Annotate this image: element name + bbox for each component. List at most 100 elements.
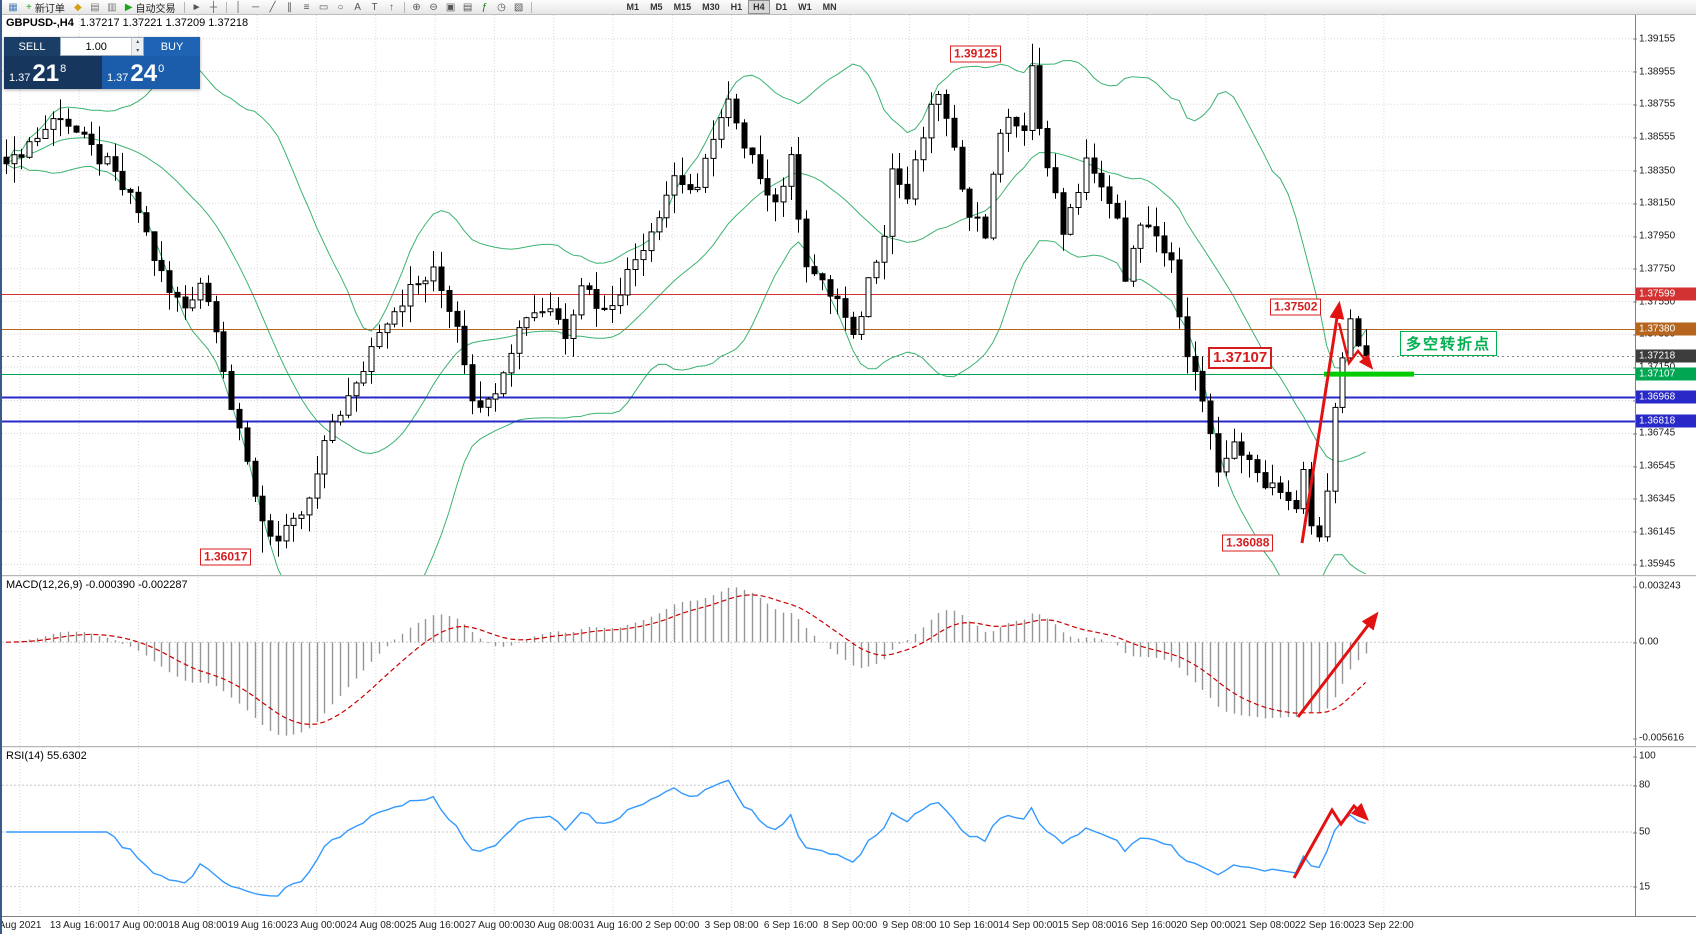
macd-label: MACD(12,26,9) -0.000390 -0.002287 — [6, 579, 188, 591]
price-callout[interactable]: 1.39125 — [950, 45, 1002, 63]
price-callout[interactable]: 1.36017 — [200, 548, 252, 566]
buy-button[interactable]: BUY — [144, 37, 200, 56]
text-tool-icon[interactable]: A — [354, 1, 361, 13]
autotrading-button-icon: ▶ — [124, 1, 133, 13]
annotation-text[interactable]: 多空转折点 — [1400, 331, 1498, 356]
time-axis-label: 31 Aug 16:00 — [583, 920, 643, 931]
price-scale-label: 1.38350 — [1632, 165, 1676, 177]
volume-spinner: ▴ ▾ — [131, 38, 143, 55]
time-axis-label: 16 Sep 16:00 — [1116, 920, 1177, 931]
ohlc-values: 1.37217 1.37221 1.37209 1.37218 — [79, 17, 249, 29]
timeframe-M15[interactable]: M15 — [673, 2, 692, 12]
vertical-line-tool-icon[interactable]: │ — [235, 1, 242, 13]
macd-pane: MACD(12,26,9) -0.000390 -0.002287 0.0032… — [2, 577, 1696, 746]
autotrading-button[interactable]: ▶ 自动交易 — [121, 1, 180, 15]
ellipse-tool-icon[interactable]: ○ — [337, 1, 344, 13]
price-scale-label: 1.37150 — [1632, 362, 1675, 373]
sell-button[interactable]: SELL — [4, 37, 60, 56]
price-callout[interactable]: 1.37107 — [1208, 347, 1273, 370]
price-scale-label: 1.38755 — [1632, 98, 1676, 110]
chart-title-ohlc: GBPUSD-,H4 1.37217 1.37221 1.37209 1.3721… — [6, 17, 248, 29]
macd-scale[interactable]: 0.003243 0.00 -0.005616 — [1632, 577, 1696, 746]
volume-decrease-button[interactable]: ▾ — [132, 46, 143, 55]
timeframe-M5[interactable]: M5 — [650, 2, 663, 12]
chart-window-icon[interactable]: ▦ — [8, 1, 18, 13]
macd-canvas[interactable] — [2, 577, 1635, 746]
timeframe-W1[interactable]: W1 — [798, 2, 812, 12]
rsi-scale-label: 50 — [1632, 826, 1651, 838]
main-toolbar: ▦ + 新订单 ◆ ▤ ▥ ▶ 自动交易 ► ┼ │ ─ ╱ ∥ ≡ ▭ ○ A T ↑ ⊕ ⊖ ▣ ▤ ƒ ◷ ▧ M1 M5 M15 M… — [2, 0, 1696, 15]
timeframe-H1[interactable]: H1 — [730, 2, 743, 12]
timeframe-H4[interactable]: H4 — [748, 0, 770, 14]
time-axis-label: 21 Sep 08:00 — [1235, 920, 1296, 931]
price-tag: 1.36968 — [1636, 390, 1696, 404]
rsi-canvas[interactable] — [2, 748, 1635, 916]
price-scale[interactable]: 1.39155 1.38955 1.38755 1.38555 1.38350 1.381… — [1632, 15, 1696, 575]
sell-price-button[interactable]: 1.37 21 8 — [4, 56, 102, 89]
rsi-scale-label: 15 — [1632, 881, 1651, 893]
buy-price-point: 0 — [158, 63, 165, 75]
macd-scale-label: 0.00 — [1632, 636, 1659, 648]
volume-input[interactable] — [61, 38, 132, 55]
label-tool-icon[interactable]: T — [371, 1, 378, 13]
rsi-scale[interactable]: 100 80 50 15 — [1632, 748, 1696, 916]
trendline-tool-icon[interactable]: ╱ — [269, 1, 276, 13]
new-order-button[interactable]: + 新订单 — [22, 1, 69, 15]
price-scale-label: 1.38555 — [1632, 131, 1676, 143]
periods-icon[interactable]: ◷ — [497, 1, 506, 13]
timeframe-MN[interactable]: MN — [822, 2, 837, 12]
tile-windows-icon[interactable]: ▣ — [445, 1, 456, 13]
time-axis[interactable]: Aug 2021 13 Aug 16:00 17 Aug 00:00 18 Aug 0… — [2, 916, 1696, 934]
price-tag: 1.36818 — [1636, 414, 1696, 428]
templates-icon[interactable]: ▧ — [513, 1, 524, 13]
price-scale-label: 1.36745 — [1632, 427, 1676, 439]
pane-separator[interactable] — [2, 575, 1696, 577]
volume-increase-button[interactable]: ▴ — [132, 38, 143, 47]
indicators-icon[interactable]: ƒ — [481, 1, 488, 13]
channel-tool-icon[interactable]: ∥ — [287, 1, 293, 13]
horizontal-line-tool-icon[interactable]: ─ — [252, 1, 260, 13]
market-watch-icon[interactable]: ▤ — [90, 1, 100, 13]
main-chart-pane: GBPUSD-,H4 1.37217 1.37221 1.37209 1.3721… — [2, 15, 1696, 575]
zoom-in-icon[interactable]: ⊕ — [412, 1, 421, 13]
timeframe-M30[interactable]: M30 — [702, 2, 720, 12]
autotrading-button-label: 自动交易 — [135, 3, 176, 15]
main-chart-canvas[interactable] — [2, 15, 1635, 575]
zoom-out-icon[interactable]: ⊖ — [429, 1, 438, 13]
timeframe-M1[interactable]: M1 — [626, 2, 640, 12]
timeframe-group: M1 M5 M15 M30 H1 H4 D1 W1 MN — [622, 0, 842, 14]
buy-price-pips: 24 — [130, 60, 158, 87]
fibonacci-tool-icon[interactable]: ≡ — [303, 1, 310, 13]
arrow-tool-icon[interactable]: ↑ — [389, 1, 395, 13]
buy-price-button[interactable]: 1.37 24 0 — [102, 56, 200, 89]
price-scale-label: 1.37950 — [1632, 230, 1676, 242]
profile-icon[interactable]: ◆ — [73, 1, 82, 13]
rsi-pane: RSI(14) 55.6302 100 80 50 15 — [2, 748, 1696, 916]
price-scale-label: 1.36345 — [1632, 493, 1676, 505]
price-scale-label: 1.35945 — [1632, 558, 1676, 570]
cascade-windows-icon[interactable]: ▤ — [462, 1, 473, 13]
pane-separator[interactable] — [2, 746, 1696, 748]
price-callout[interactable]: 1.36088 — [1222, 534, 1274, 552]
rectangle-tool-icon[interactable]: ▭ — [318, 1, 329, 13]
buy-price-prefix: 1.37 — [107, 72, 129, 84]
price-tag: 1.37599 — [1636, 287, 1696, 300]
toolbar-separator — [403, 1, 405, 13]
time-axis-label: 6 Sep 16:00 — [763, 920, 818, 931]
sell-price-pips: 21 — [32, 60, 60, 87]
rsi-label: RSI(14) 55.6302 — [6, 750, 87, 762]
price-callout[interactable]: 1.37502 — [1270, 298, 1322, 316]
timeframe-D1[interactable]: D1 — [775, 2, 788, 12]
time-axis-label: 23 Sep 22:00 — [1354, 920, 1414, 931]
time-axis-label: 15 Sep 08:00 — [1057, 920, 1118, 931]
new-order-button-label: 新订单 — [34, 3, 65, 15]
time-axis-label: 25 Aug 16:00 — [405, 920, 465, 931]
cursor-tool-icon[interactable]: ► — [191, 1, 202, 13]
crosshair-tool-icon[interactable]: ┼ — [210, 1, 218, 13]
time-axis-label: 3 Sep 08:00 — [704, 920, 759, 931]
macd-scale-label: 0.003243 — [1633, 580, 1681, 592]
navigator-icon[interactable]: ▥ — [107, 1, 117, 13]
price-scale-label: 1.37550 — [1632, 296, 1676, 307]
